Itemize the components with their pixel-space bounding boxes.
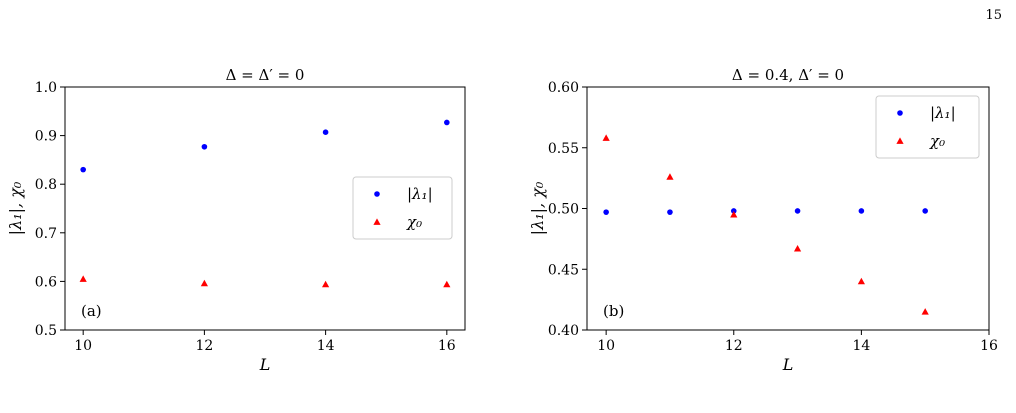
x-tick-label: 12: [725, 338, 743, 354]
chi0-point: [793, 244, 802, 252]
chi0-point: [79, 275, 87, 282]
y-tick-label: 0.45: [548, 262, 579, 278]
plot-frame: [64, 86, 466, 331]
x-tick-label: 10: [597, 338, 615, 354]
legend-marker-lambda1: [374, 191, 380, 197]
chart-title: Δ = Δ′ = 0: [226, 66, 305, 84]
x-tick-label: 14: [852, 338, 870, 354]
y-tick-label: 0.60: [548, 80, 579, 96]
y-tick-label: 0.6: [35, 274, 57, 290]
x-axis-label: L: [259, 355, 271, 374]
lambda1-point: [922, 208, 928, 214]
chi0-point: [322, 280, 330, 288]
lambda1-point: [794, 208, 801, 214]
y-tick-label: 0.5: [35, 323, 57, 339]
chi0-point: [200, 279, 208, 287]
page-number: 15: [985, 8, 1002, 23]
legend-box: [352, 176, 453, 240]
chi0-point: [857, 277, 865, 285]
y-tick-label: 0.55: [548, 141, 579, 157]
legend-label-chi0: χ₀: [929, 132, 945, 150]
legend-box: [875, 95, 980, 159]
y-tick-label: 0.7: [35, 226, 57, 242]
x-tick-label: 16: [980, 338, 998, 354]
legend-marker-chi0: [896, 137, 904, 144]
legend-label-lambda1: |λ₁|: [930, 104, 956, 122]
lambda1-point: [858, 208, 865, 214]
legend-marker-chi0: [373, 218, 381, 225]
x-axis-label: L: [782, 355, 794, 374]
lambda1-point: [444, 119, 450, 126]
lambda1-point: [667, 209, 673, 215]
chart-panel-a: Δ = Δ′ = 0 10 12 14 16 0.5 0.6 0.7 0.8 0.9 1.0 L |λ₁…: [6, 66, 466, 374]
chi0-point: [666, 173, 674, 180]
legend-label-chi0: χ₀: [406, 213, 422, 231]
y-tick-label: 0.40: [548, 323, 579, 339]
x-tick-label: 12: [195, 338, 213, 354]
lambda1-point: [80, 166, 86, 173]
chi0-point: [730, 210, 738, 218]
chi0-point: [443, 280, 451, 288]
y-tick-label: 0.50: [548, 202, 579, 218]
chi0-point: [921, 308, 929, 315]
y-tick-label: 0.8: [35, 177, 57, 193]
x-tick-label: 16: [438, 338, 456, 354]
x-tick-label: 14: [317, 338, 335, 354]
panel-label: (b): [603, 302, 624, 320]
legend-marker-lambda1: [897, 110, 903, 116]
y-tick-label: 0.9: [35, 129, 57, 145]
chart-title: Δ = 0.4, Δ′ = 0: [732, 66, 844, 84]
lambda1-point: [322, 129, 329, 135]
chart-panel-b: Δ = 0.4, Δ′ = 0 10 12 14 16 0.40 0.45 0.50 0.55 0…: [528, 66, 998, 374]
chi0-point: [602, 134, 610, 141]
panel-label: (a): [81, 302, 102, 320]
lambda1-point: [201, 143, 208, 150]
lambda1-point: [603, 209, 609, 215]
y-axis-label: |λ₁|, χ₀: [6, 181, 25, 235]
y-axis-label: |λ₁|, χ₀: [528, 181, 547, 235]
legend-label-lambda1: |λ₁|: [407, 185, 433, 203]
lambda1-point: [730, 208, 737, 214]
x-tick-label: 10: [74, 338, 92, 354]
y-tick-label: 1.0: [35, 80, 57, 96]
